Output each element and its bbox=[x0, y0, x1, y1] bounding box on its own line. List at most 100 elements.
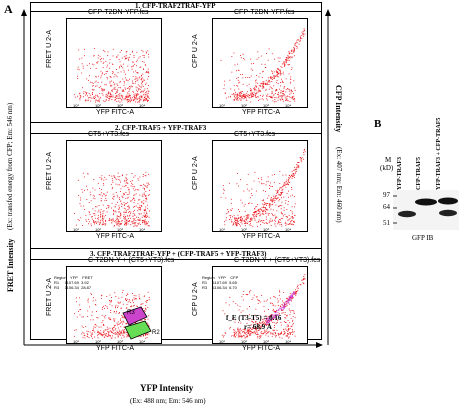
y-axis-arrow-right bbox=[325, 9, 331, 345]
region-table-cfp: Region YFP CFP R1 1107.69 5.65 R3 1106.3… bbox=[202, 275, 238, 290]
x-tick-label: 10¹ bbox=[219, 339, 225, 344]
x-tick-label: 10³ bbox=[263, 339, 269, 344]
table-header: YFP bbox=[70, 275, 78, 280]
lane-label-2: CFP-TRAF5 bbox=[416, 157, 422, 190]
table-cell: R1 bbox=[54, 280, 60, 285]
section-header-3: 3. CFP-TRAF2TRAF-YFP + (CFP-TRAF5 + YFP-… bbox=[90, 250, 267, 258]
table-header-row: Region YFP CFP bbox=[202, 275, 238, 280]
marker-ticks bbox=[393, 195, 397, 224]
x-tick-label: 10⁴ bbox=[285, 227, 291, 232]
scatter-points bbox=[220, 28, 306, 103]
table-header: CFP bbox=[230, 275, 239, 280]
x-tick-label: 10⁴ bbox=[139, 339, 145, 344]
region-label-r2: R2 bbox=[152, 330, 160, 336]
blot-band bbox=[398, 210, 416, 218]
x-tick-label: 10² bbox=[241, 103, 247, 108]
section-divider bbox=[30, 122, 322, 123]
table-header: Region bbox=[202, 275, 215, 280]
scatter-points bbox=[74, 171, 150, 227]
x-tick-label: 10¹ bbox=[73, 103, 79, 108]
plot-6-xlabel: YFP FITC-A bbox=[242, 345, 280, 352]
x-tick-label: 10² bbox=[95, 103, 101, 108]
table-cell: 1107.69 bbox=[64, 280, 79, 285]
section-header-1: 1. CFP-TRAF2TRAF-YFP bbox=[135, 2, 216, 10]
plot-5-xlabel: YFP FITC-A bbox=[96, 345, 134, 352]
panel-a-frame bbox=[30, 2, 322, 340]
lane-label-3: YFP-TRAF3 + CFP-TRAF5 bbox=[436, 117, 442, 190]
plot-3-xlabel: YFP FITC-A bbox=[96, 233, 134, 240]
blot-band bbox=[438, 197, 458, 205]
plot-2-scatter: 10¹ 10² 10³ 10⁴ bbox=[212, 18, 308, 108]
gated-population-overlay bbox=[265, 291, 296, 325]
x-axis-arrow bbox=[24, 342, 323, 348]
table-header: Region bbox=[54, 275, 67, 280]
x-tick-label: 10³ bbox=[263, 103, 269, 108]
plot-1-xlabel: YFP FITC-A bbox=[96, 109, 134, 116]
lane-label-1: YFP-TRAF3 bbox=[397, 157, 403, 190]
region-table-fret: Region YFP FRET R1 1107.69 3.92 R3 1106.… bbox=[54, 275, 93, 290]
plot-1-scatter: 10¹ 10² 10³ 10⁴ bbox=[66, 18, 162, 108]
table-header-row: Region YFP FRET bbox=[54, 275, 93, 280]
table-cell: 6.70 bbox=[229, 285, 237, 290]
x-tick-label: 10² bbox=[95, 227, 101, 232]
plot-1-title: CFP-T2DN-YFP.fcs bbox=[88, 9, 149, 16]
table-cell: 1106.34 bbox=[64, 285, 79, 290]
plot-2-title: CFP-T2DN-YFP.fcs bbox=[234, 9, 295, 16]
plot-5-title: C-T2DN-Y + (CT5+YT3).fcs bbox=[88, 257, 175, 264]
table-cell: R3 bbox=[54, 285, 60, 290]
scatter-points bbox=[220, 149, 306, 227]
marker-label-kd: (kD) bbox=[380, 164, 394, 172]
plot-4-title: CT5+YT3.fcs bbox=[234, 131, 276, 138]
section-divider bbox=[30, 248, 322, 249]
fret-efficiency-text: f_E (T3-T5) = 0.16 bbox=[226, 314, 282, 322]
table-row: R1 1107.69 5.65 bbox=[202, 280, 238, 285]
panel-a-letter: A bbox=[4, 2, 13, 16]
plot-4-scatter: 10¹ 10² 10³ 10⁴ bbox=[212, 140, 308, 232]
fret-distance-text: r= 68.9 Å bbox=[244, 323, 272, 331]
table-cell: R3 bbox=[202, 285, 208, 290]
x-tick-label: 10⁴ bbox=[139, 103, 145, 108]
x-tick-label: 10¹ bbox=[219, 227, 225, 232]
plot-5-scatter: 10¹ 10² 10³ 10⁴ bbox=[66, 266, 162, 344]
region-label-r3: R3 bbox=[127, 310, 135, 316]
western-blot bbox=[393, 190, 459, 230]
x-tick-label: 10³ bbox=[117, 227, 123, 232]
marker-97: 97 bbox=[383, 191, 390, 199]
x-tick-label: 10³ bbox=[117, 103, 123, 108]
gate-region-r3 bbox=[122, 306, 148, 326]
x-tick-label: 10¹ bbox=[219, 103, 225, 108]
x-tick-label: 10³ bbox=[263, 227, 269, 232]
x-tick-label: 10² bbox=[241, 339, 247, 344]
plot-3-title: CT5+YT3.fcs bbox=[88, 131, 130, 138]
x-tick-label: 10¹ bbox=[73, 339, 79, 344]
marker-label-m: M bbox=[385, 156, 392, 164]
section-divider bbox=[30, 259, 322, 260]
x-tick-label: 10⁴ bbox=[139, 227, 145, 232]
marker-64: 64 bbox=[383, 203, 390, 211]
table-header: FRET bbox=[82, 275, 93, 280]
scatter-points bbox=[73, 290, 150, 339]
plot-6-scatter: 10¹ 10² 10³ 10⁴ bbox=[212, 266, 308, 344]
table-cell: R1 bbox=[202, 280, 208, 285]
blot-band bbox=[439, 209, 457, 217]
plot-4-xlabel: YFP FITC-A bbox=[242, 233, 280, 240]
x-axis-title: YFP Intensity bbox=[140, 383, 194, 393]
section-header-2: 2. CFP-TRAF5 + YFP-TRAF3 bbox=[115, 124, 207, 132]
x-tick-label: 10⁴ bbox=[285, 339, 291, 344]
blot-band bbox=[415, 198, 437, 206]
table-cell: 5.65 bbox=[229, 280, 237, 285]
table-row: R1 1107.69 3.92 bbox=[54, 280, 93, 285]
table-header: YFP bbox=[218, 275, 226, 280]
panel-b-letter: B bbox=[374, 118, 382, 130]
x-tick-label: 10² bbox=[241, 227, 247, 232]
plot-6-title: C-T2DN-Y + (CT5+YT3).fcs bbox=[234, 257, 321, 264]
scatter-points bbox=[74, 48, 150, 103]
table-cell: 28.87 bbox=[81, 285, 92, 290]
table-row: R3 1106.34 6.70 bbox=[202, 285, 238, 290]
plot-2-xlabel: YFP FITC-A bbox=[242, 109, 280, 116]
section-divider bbox=[30, 133, 322, 134]
marker-51: 51 bbox=[383, 219, 390, 227]
ib-label: GFP IB bbox=[412, 234, 434, 242]
plot-3-scatter: 10¹ 10² 10³ 10⁴ bbox=[66, 140, 162, 232]
